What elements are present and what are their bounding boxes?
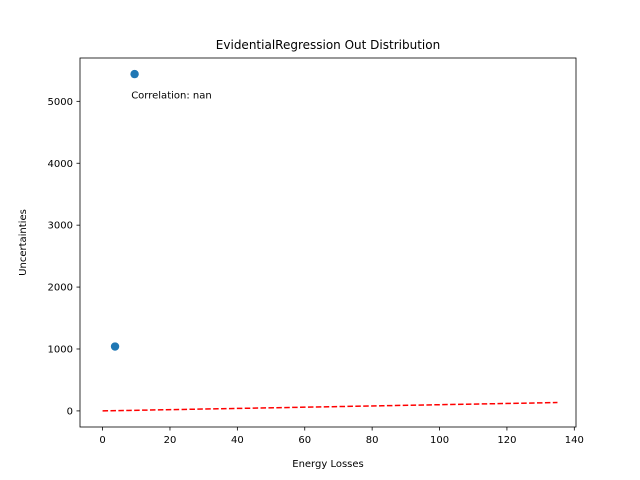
chart-marks: Correlation: nan xyxy=(102,69,558,412)
y-tick-label: 5000 xyxy=(48,97,73,108)
x-tick-label: 120 xyxy=(497,435,516,446)
y-tick-label: 0 xyxy=(67,406,73,417)
y-tick-label: 1000 xyxy=(48,344,73,355)
y-tick-label: 2000 xyxy=(48,283,73,294)
chart-title: EvidentialRegression Out Distribution xyxy=(216,38,440,52)
x-tick-label: 40 xyxy=(231,435,244,446)
y-axis: 0 1000 2000 3000 4000 5000 xyxy=(48,97,80,417)
x-tick-label: 0 xyxy=(99,435,105,446)
x-tick-label: 60 xyxy=(298,435,311,446)
x-tick-label: 20 xyxy=(164,435,177,446)
x-tick-label: 80 xyxy=(366,435,379,446)
plot-frame xyxy=(79,57,577,428)
scatter-point-0 xyxy=(110,342,120,351)
x-axis-label: Energy Losses xyxy=(292,459,363,470)
y-axis-label: Uncertainties xyxy=(18,209,29,276)
correlation-annotation: Correlation: nan xyxy=(131,91,212,102)
scatter-point-1 xyxy=(130,69,139,79)
x-axis: 0 20 40 60 80 100 120 140 xyxy=(99,427,584,446)
plot-area xyxy=(80,58,576,427)
x-tick-label: 100 xyxy=(430,435,449,446)
y-tick-label: 3000 xyxy=(48,221,73,232)
reference-line-0 xyxy=(102,401,558,412)
y-tick-label: 4000 xyxy=(48,159,73,170)
x-tick-label: 140 xyxy=(565,435,584,446)
